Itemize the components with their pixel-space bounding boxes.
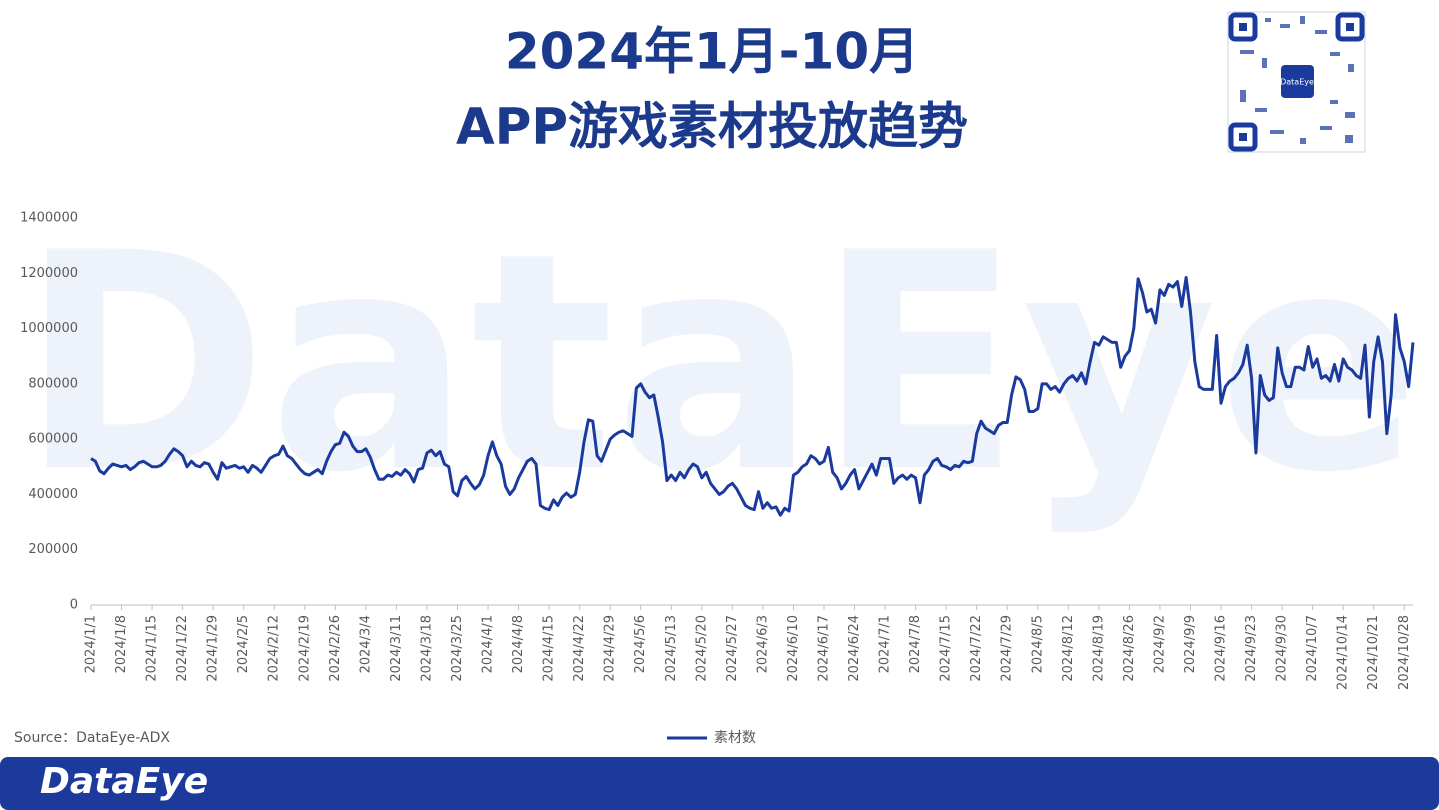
footer-logo: DataEye — [40, 761, 208, 802]
y-tick-label: 1400000 — [20, 211, 78, 226]
x-tick-label: 2024/3/4 — [358, 615, 373, 673]
x-tick-label: 2024/1/8 — [114, 615, 129, 673]
x-tick-label: 2024/1/29 — [206, 615, 221, 682]
x-tick-label: 2024/4/15 — [542, 615, 557, 682]
x-tick-label: 2024/6/10 — [786, 615, 801, 682]
legend-label: 素材数 — [714, 730, 756, 746]
x-tick-label: 2024/6/3 — [755, 615, 770, 673]
plot: 0 200000 400000 600000 800000 1000000 1200000 1… — [20, 211, 1415, 690]
y-tick-label: 200000 — [28, 542, 78, 557]
x-tick-label: 2024/7/29 — [1000, 615, 1015, 682]
x-tick-label: 2024/2/19 — [297, 615, 312, 682]
x-tick-label: 2024/6/17 — [816, 615, 831, 682]
watermark: DataEye — [19, 189, 1420, 538]
x-tick-label: 2024/4/1 — [481, 615, 496, 673]
x-tick-label: 2024/1/22 — [175, 615, 190, 682]
x-tick-label: 2024/5/20 — [694, 615, 709, 682]
x-tick-label: 2024/10/7 — [1305, 615, 1320, 682]
x-tick-label: 2024/8/19 — [1091, 615, 1106, 682]
y-tick-label: 1000000 — [20, 321, 78, 336]
x-tick-label: 2024/7/8 — [908, 615, 923, 673]
x-tick-label: 2024/5/13 — [664, 615, 679, 682]
footer-bar — [0, 757, 1439, 810]
x-tick-label: 2024/4/8 — [511, 615, 526, 673]
x-tick-label: 2024/10/14 — [1336, 615, 1351, 690]
x-tick-label: 2024/5/6 — [633, 615, 648, 673]
x-tick-label: 2024/6/24 — [847, 615, 862, 682]
x-tick-label: 2024/3/11 — [389, 615, 404, 682]
x-tick-label: 2024/8/5 — [1030, 615, 1045, 673]
x-tick-label: 2024/3/25 — [450, 615, 465, 682]
y-tick-label: 0 — [70, 598, 78, 613]
x-tick-label: 2024/7/1 — [878, 615, 893, 673]
x-tick-label: 2024/8/12 — [1061, 615, 1076, 682]
data-line — [90, 275, 1415, 517]
x-tick-label: 2024/1/1 — [84, 615, 99, 673]
x-tick-label: 2024/7/15 — [939, 615, 954, 682]
chart-subtitle: APP游戏素材投放趋势 — [456, 98, 968, 156]
x-tick-label: 2024/7/22 — [969, 615, 984, 682]
qr-code: DataEye — [1227, 11, 1366, 153]
x-tick-label: 2024/9/23 — [1244, 615, 1259, 682]
x-tick-label: 2024/2/5 — [236, 615, 251, 673]
x-tick-label: 2024/9/2 — [1152, 615, 1167, 673]
x-tick-label: 2024/5/27 — [725, 615, 740, 682]
x-tick-label: 2024/1/15 — [145, 615, 160, 682]
y-tick-label: 800000 — [28, 376, 78, 391]
x-tick-label: 2024/3/18 — [419, 615, 434, 682]
x-tick-label: 2024/9/16 — [1214, 615, 1229, 682]
x-tick-label: 2024/4/29 — [603, 615, 618, 682]
source: Source：DataEye-ADX — [14, 730, 170, 746]
x-tick-label: 2024/9/9 — [1183, 615, 1198, 673]
qr-label: DataEye — [1280, 78, 1314, 87]
chart-title: 2024年1月-10月 — [505, 23, 919, 81]
y-tick-label: 600000 — [28, 432, 78, 447]
x-tick-label: 2024/9/30 — [1275, 615, 1290, 682]
x-tick-label: 2024/10/21 — [1366, 615, 1381, 690]
x-tick-label: 2024/2/26 — [328, 615, 343, 682]
x-tick-label: 2024/4/22 — [572, 615, 587, 682]
x-tick-label: 2024/8/26 — [1122, 615, 1137, 682]
y-tick-label: 1200000 — [20, 266, 78, 281]
x-tick-label: 2024/10/28 — [1397, 615, 1412, 690]
y-tick-label: 400000 — [28, 487, 78, 502]
x-tick-label: 2024/2/12 — [267, 615, 282, 682]
